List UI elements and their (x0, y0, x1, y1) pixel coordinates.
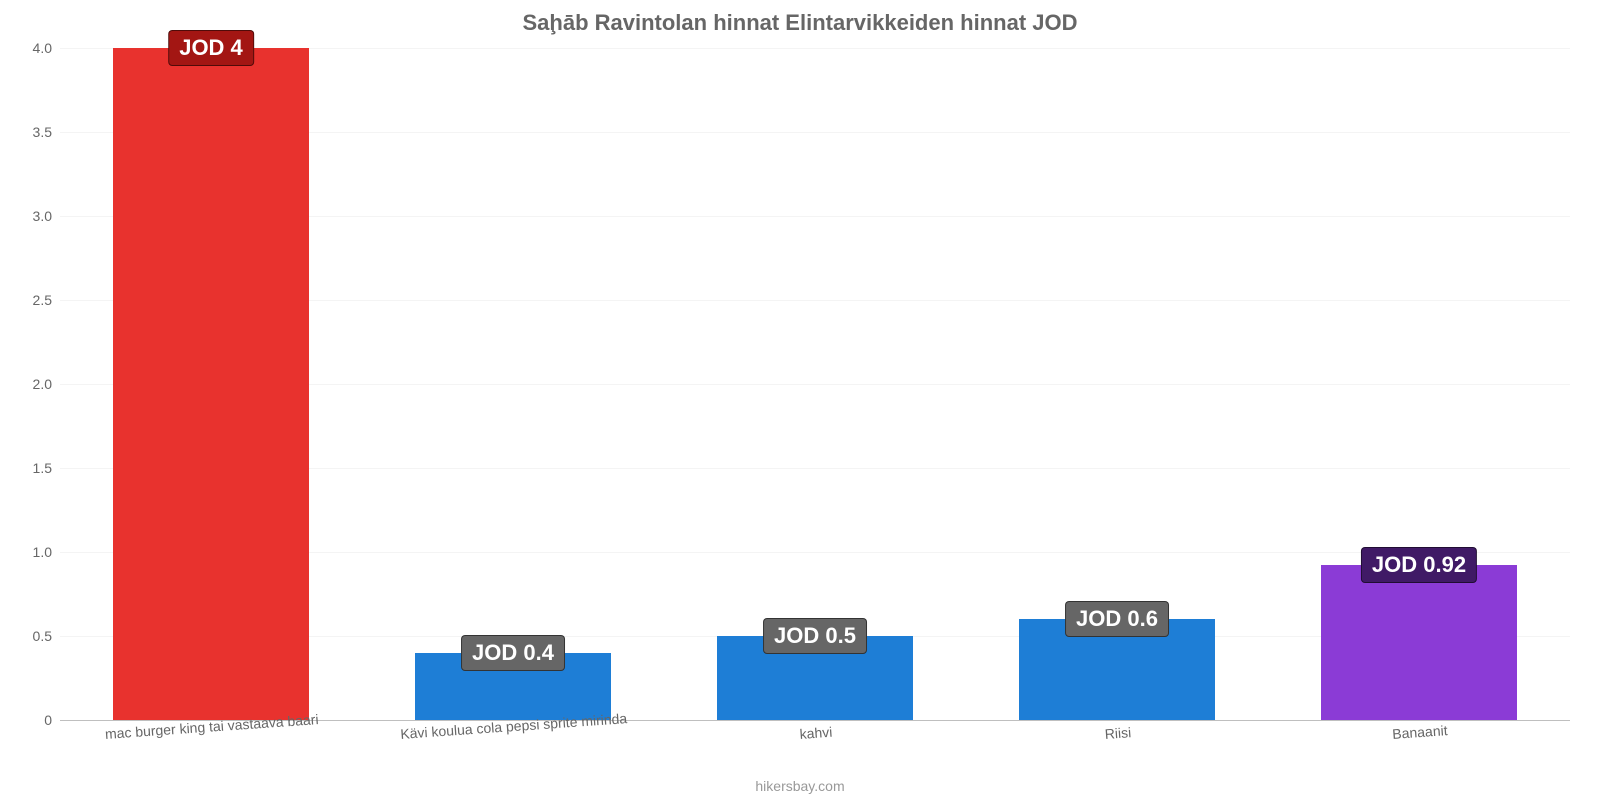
chart-container: Saḩāb Ravintolan hinnat Elintarvikkeiden… (0, 0, 1600, 800)
bar (1321, 565, 1517, 720)
y-tick-label: 1.5 (33, 460, 60, 476)
bar-value-label: JOD 4 (168, 30, 254, 66)
y-tick-label: 0.5 (33, 628, 60, 644)
y-tick-label: 3.0 (33, 208, 60, 224)
chart-footer: hikersbay.com (0, 778, 1600, 794)
x-tick-label: Banaanit (1391, 716, 1448, 742)
bar (113, 48, 309, 720)
bar-value-label: JOD 0.6 (1065, 601, 1169, 637)
bar-value-label: JOD 0.4 (461, 635, 565, 671)
y-tick-label: 0 (44, 712, 60, 728)
y-tick-label: 2.5 (33, 292, 60, 308)
y-tick-label: 3.5 (33, 124, 60, 140)
bar-value-label: JOD 0.5 (763, 618, 867, 654)
bar-value-label: JOD 0.92 (1361, 547, 1477, 583)
y-tick-label: 4.0 (33, 40, 60, 56)
x-tick-label: kahvi (799, 718, 833, 742)
x-tick-label: Riisi (1104, 718, 1132, 742)
y-tick-label: 1.0 (33, 544, 60, 560)
y-tick-label: 2.0 (33, 376, 60, 392)
plot-area: 00.51.01.52.02.53.03.54.0JOD 4mac burger… (60, 48, 1570, 720)
